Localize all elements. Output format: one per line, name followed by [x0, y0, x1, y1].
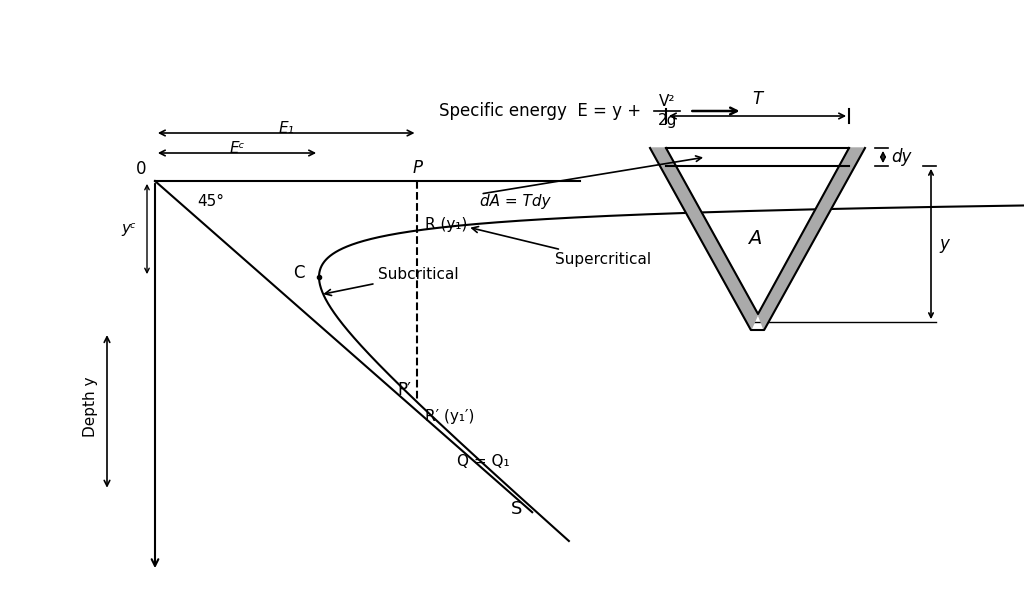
Text: S: S: [511, 499, 522, 517]
Text: dy: dy: [891, 148, 911, 166]
Polygon shape: [758, 148, 865, 330]
Text: V²: V²: [659, 95, 676, 110]
Text: Q = Q₁: Q = Q₁: [457, 454, 510, 469]
Text: Subcritical: Subcritical: [325, 267, 459, 296]
Polygon shape: [650, 148, 758, 330]
Text: P′: P′: [397, 381, 412, 399]
Text: Depth y: Depth y: [83, 376, 97, 437]
Text: Specific energy  E = y +: Specific energy E = y +: [439, 102, 641, 120]
Text: 0: 0: [136, 160, 146, 178]
Text: P: P: [413, 159, 423, 177]
Text: y: y: [939, 235, 949, 253]
Text: Eᶜ: Eᶜ: [229, 141, 245, 156]
Text: yᶜ: yᶜ: [122, 222, 136, 237]
Text: dA = Tdy: dA = Tdy: [480, 194, 551, 209]
Text: 45°: 45°: [197, 194, 224, 209]
Text: T: T: [753, 90, 763, 108]
Text: 2g: 2g: [657, 113, 677, 129]
Text: R′ (y₁′): R′ (y₁′): [425, 409, 475, 424]
Text: E₁: E₁: [279, 121, 294, 136]
Text: Supercritical: Supercritical: [472, 226, 651, 268]
Text: A: A: [749, 228, 762, 247]
Text: C: C: [293, 264, 305, 282]
Text: R (y₁): R (y₁): [425, 217, 468, 232]
